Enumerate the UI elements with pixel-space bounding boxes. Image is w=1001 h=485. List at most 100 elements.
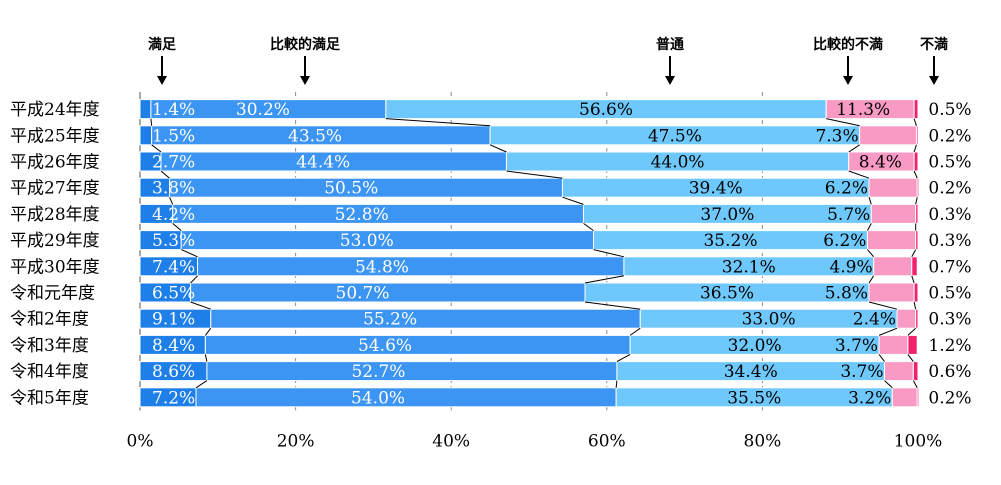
category-label: 令和4年度 — [10, 362, 89, 382]
outside-label-fuman: 0.3% — [928, 310, 971, 330]
connector-line — [913, 301, 917, 310]
connector-line — [866, 223, 872, 231]
segment-label-manzoku: 6.5% — [152, 284, 195, 304]
bar-segment — [859, 125, 917, 146]
connector-line — [506, 170, 563, 179]
bar-segment — [195, 387, 617, 408]
outside-label-fuman: 0.7% — [928, 257, 971, 277]
x-tick-label: 80% — [744, 431, 782, 451]
legend-label: 満足 — [148, 36, 177, 53]
connector-line — [489, 144, 507, 153]
connector-line — [848, 144, 860, 153]
bar-segment — [912, 361, 919, 382]
x-tick-label: 60% — [588, 431, 626, 451]
legend-label: 普通 — [656, 36, 684, 53]
segment-label-hikakuteki-manzoku: 52.8% — [335, 205, 389, 225]
segment-label-hikakuteki-manzoku: 55.2% — [363, 310, 417, 330]
segment-label-manzoku: 4.2% — [152, 205, 195, 225]
connector-line — [615, 380, 618, 388]
connector-line — [911, 275, 915, 284]
segment-label-futsuu: 35.5% — [727, 388, 781, 408]
segment-label-hikakuteki-fuman: 3.7% — [835, 336, 878, 356]
bar-segment — [915, 308, 919, 329]
bar-segment — [915, 125, 919, 146]
connector-line — [868, 275, 875, 284]
connector-line — [562, 196, 584, 205]
segment-label-manzoku: 8.4% — [152, 336, 195, 356]
legend-arrow-head — [157, 76, 167, 85]
bar-segment — [868, 282, 915, 303]
connector-line — [190, 275, 198, 284]
connector-line — [913, 144, 917, 153]
connector-line — [878, 354, 885, 362]
connector-line — [912, 380, 918, 389]
connector-line — [616, 353, 631, 363]
segment-label-hikakuteki-fuman: 5.8% — [825, 284, 868, 304]
x-tick-label: 100% — [894, 431, 943, 451]
segment-label-manzoku: 8.6% — [152, 362, 195, 382]
category-label: 平成30年度 — [10, 257, 100, 277]
legend-arrow-head — [300, 76, 310, 85]
segment-label-manzoku: 9.1% — [152, 310, 195, 330]
connector-line — [867, 249, 875, 258]
bar-segment — [870, 203, 917, 224]
category-label: 平成29年度 — [10, 231, 100, 251]
connector-line — [160, 170, 170, 179]
segment-label-futsuu: 32.0% — [728, 336, 782, 356]
connector-line — [150, 118, 153, 126]
connector-line — [204, 327, 212, 336]
bar-segment — [916, 387, 920, 408]
segment-label-manzoku: 7.2% — [152, 388, 195, 408]
category-label: 令和5年度 — [10, 388, 89, 408]
bar-segment — [891, 387, 918, 408]
segment-label-futsuu: 56.6% — [579, 100, 633, 120]
segment-label-futsuu: 33.0% — [742, 310, 796, 330]
bar-segment — [907, 334, 918, 355]
segment-label-manzoku: 1.4% — [152, 100, 195, 120]
category-label: 平成27年度 — [10, 179, 100, 199]
segment-label-hikakuteki-fuman: 11.3% — [836, 100, 890, 120]
connector-line — [907, 354, 914, 362]
connector-line — [385, 118, 491, 127]
segment-label-hikakuteki-manzoku: 54.8% — [355, 257, 409, 277]
bar-segment — [204, 334, 631, 355]
segment-label-hikakuteki-manzoku: 54.0% — [351, 388, 405, 408]
category-label: 令和3年度 — [10, 336, 89, 356]
bar-segment — [911, 256, 918, 277]
segment-label-futsuu: 36.5% — [700, 284, 754, 304]
outside-label-fuman: 0.2% — [928, 388, 971, 408]
x-tick-labels: 0% 20% 40% 60% 80% 100% — [127, 431, 943, 451]
segment-label-hikakuteki-manzoku: 44.4% — [296, 153, 350, 173]
connector-line — [181, 249, 198, 258]
segment-label-hikakuteki-fuman: 3.7% — [840, 362, 883, 382]
legend-arrow-head — [929, 76, 939, 85]
segment-label-futsuu: 32.1% — [722, 257, 776, 277]
segment-label-manzoku: 1.5% — [152, 126, 195, 146]
connector-line — [911, 249, 917, 258]
x-tick-label: 40% — [432, 431, 470, 451]
segment-label-manzoku: 3.8% — [152, 179, 195, 199]
connector-line — [915, 197, 918, 205]
bar-segment — [139, 125, 153, 146]
bar-segment — [884, 361, 914, 382]
bar-segment — [878, 334, 909, 355]
segment-label-hikakuteki-fuman: 5.7% — [827, 205, 870, 225]
segment-label-futsuu: 35.2% — [703, 231, 757, 251]
connector-line — [913, 118, 917, 126]
segment-label-hikakuteki-fuman: 2.4% — [853, 310, 896, 330]
connector-line — [629, 327, 641, 336]
segment-label-hikakuteki-manzoku: 53.0% — [340, 231, 394, 251]
connector-lines — [150, 118, 918, 389]
segment-label-hikakuteki-fuman: 6.2% — [825, 179, 868, 199]
outside-label-fuman: 0.5% — [928, 100, 971, 120]
bar-segment — [206, 361, 618, 382]
connector-line — [868, 197, 872, 205]
connector-line — [584, 301, 641, 310]
bar-segment — [210, 308, 641, 329]
bar-segment — [866, 230, 917, 251]
outside-label-fuman: 0.3% — [928, 205, 971, 225]
bar-segment — [913, 151, 919, 172]
segment-label-manzoku: 7.4% — [152, 257, 195, 277]
bar-segment — [896, 308, 917, 329]
